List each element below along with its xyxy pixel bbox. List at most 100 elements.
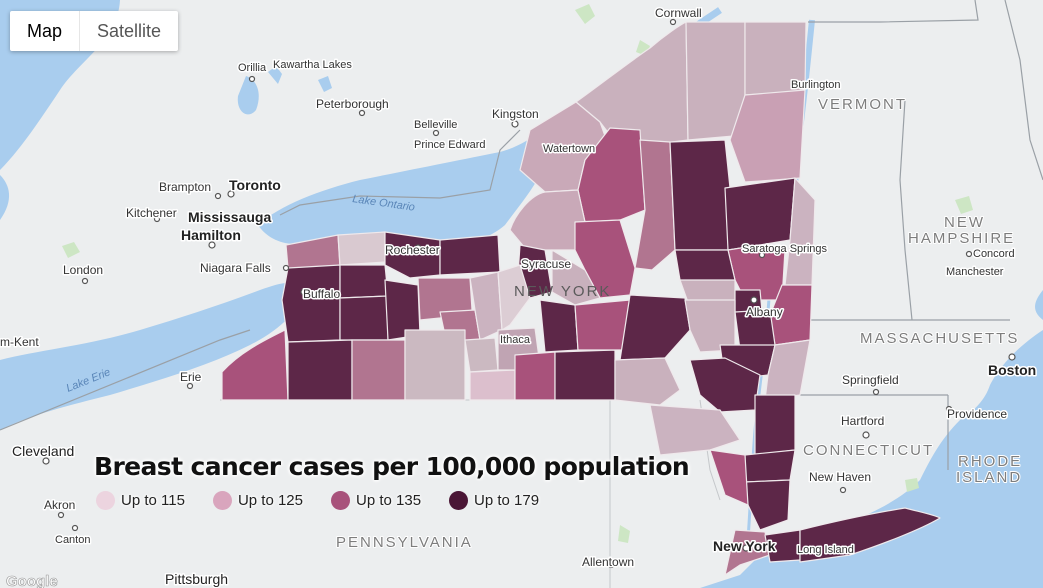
county-genesee[interactable] — [339, 264, 389, 299]
city-rochester: Rochester — [385, 243, 440, 257]
county-oswego[interactable] — [509, 189, 586, 251]
county-steuben[interactable] — [404, 329, 466, 401]
county-wyoming[interactable] — [339, 295, 389, 341]
city-manchester: Manchester — [946, 266, 1004, 278]
county-chemung[interactable] — [469, 369, 516, 401]
city-concord: Concord — [973, 248, 1015, 260]
county-schuyler[interactable] — [464, 337, 499, 373]
county-hamilton[interactable] — [669, 139, 731, 251]
legend-swatch-2 — [212, 491, 232, 510]
county-chautauqua[interactable] — [221, 329, 289, 401]
legend-swatch-4 — [449, 491, 469, 510]
city-london: London — [63, 263, 103, 277]
city-ithaca: Ithaca — [500, 334, 531, 346]
city-springfield: Springfield — [842, 373, 899, 387]
county-delaware[interactable] — [619, 294, 691, 361]
county-orange[interactable] — [649, 404, 741, 456]
county-nyc[interactable] — [724, 529, 771, 576]
ny-counties[interactable] — [221, 21, 941, 576]
city-hartford: Hartford — [841, 414, 884, 428]
legend-items: Up to 115 Up to 125 Up to 135 Up to 179 — [96, 491, 689, 510]
city-long-island: Long Island — [797, 544, 854, 556]
county-monroe[interactable] — [384, 231, 441, 279]
lake-simcoe — [237, 76, 259, 115]
legend-item-1: Up to 115 — [96, 491, 185, 510]
county-cortland[interactable] — [497, 264, 531, 331]
atlantic-ocean — [700, 330, 1043, 588]
city-mississauga: Mississauga — [188, 209, 271, 225]
city-erie: Erie — [180, 370, 202, 384]
county-putnam[interactable] — [744, 449, 796, 483]
borders — [0, 0, 1043, 470]
county-madison[interactable] — [551, 249, 601, 306]
state-label-hampshire: HAMPSHIRE — [908, 230, 1015, 247]
lake-ontario — [258, 128, 552, 246]
legend-swatch-3 — [330, 491, 350, 510]
city-prince-edward: Prince Edward — [414, 139, 486, 151]
small-lake-1 — [268, 66, 282, 84]
city-boston: Boston — [988, 362, 1036, 378]
county-orleans[interactable] — [337, 231, 386, 266]
city-providence: Providence — [947, 407, 1007, 421]
county-chenango[interactable] — [539, 299, 579, 353]
county-sullivan[interactable] — [614, 357, 681, 406]
county-broome[interactable] — [554, 349, 616, 401]
city-chatham-kent: m-Kent — [0, 335, 39, 349]
city-burlington: Burlington — [791, 79, 841, 91]
city-brampton: Brampton — [159, 180, 211, 194]
legend-title: Breast cancer cases per 100,000 populati… — [94, 452, 690, 481]
city-niagara-falls: Niagara Falls — [200, 261, 271, 275]
state-label-new: NEW — [944, 214, 985, 231]
small-lake-2 — [318, 76, 332, 92]
cape-cod-bay — [1035, 290, 1043, 320]
county-essex[interactable] — [729, 89, 806, 183]
county-schoharie[interactable] — [684, 299, 736, 353]
legend: Breast cancer cases per 100,000 populati… — [90, 452, 690, 510]
county-cayuga[interactable] — [469, 271, 503, 341]
county-dutchess[interactable] — [754, 394, 796, 456]
county-otsego[interactable] — [574, 299, 631, 351]
city-labels: Toronto Mississauga Hamilton Brampton Ki… — [0, 5, 1038, 588]
legend-swatch-1 — [96, 491, 115, 510]
county-tioga[interactable] — [514, 351, 556, 401]
city-kingston: Kingston — [492, 107, 539, 121]
legend-label-1: Up to 115 — [121, 492, 185, 509]
state-label-pennsylvania: PENNSYLVANIA — [336, 534, 473, 551]
map-type-satellite-button[interactable]: Satellite — [79, 11, 178, 51]
city-saratoga-springs: Saratoga Springs — [742, 243, 827, 255]
state-label-island: ISLAND — [956, 469, 1022, 486]
city-buffalo: Buffalo — [303, 287, 340, 301]
state-label-vermont: VERMONT — [818, 96, 907, 113]
google-logo: Google — [6, 573, 58, 588]
city-pittsburgh: Pittsburgh — [165, 571, 228, 587]
city-new-york: New York — [713, 538, 776, 554]
state-label-rhode: RHODE — [958, 453, 1022, 470]
city-cleveland: Cleveland — [12, 443, 74, 459]
county-cattaraugus[interactable] — [287, 339, 353, 401]
city-belleville: Belleville — [414, 119, 457, 131]
county-erie[interactable] — [281, 264, 341, 343]
county-wayne[interactable] — [439, 234, 501, 276]
city-albany: Albany — [746, 305, 783, 319]
city-toronto: Toronto — [229, 177, 281, 193]
legend-item-2: Up to 125 — [212, 491, 303, 510]
city-cornwall: Cornwall — [655, 6, 702, 20]
county-warren[interactable] — [724, 177, 796, 251]
lake-huron — [0, 175, 10, 220]
map-type-map-button[interactable]: Map — [27, 21, 63, 41]
city-orillia: Orillia — [238, 62, 267, 74]
city-dots — [42, 18, 1016, 569]
county-allegany[interactable] — [351, 339, 406, 401]
legend-label-3: Up to 135 — [355, 492, 422, 509]
city-hamilton: Hamilton — [181, 227, 241, 243]
state-label-new-york: NEW YORK — [514, 283, 611, 300]
county-suffolk[interactable] — [799, 507, 941, 563]
city-kitchener: Kitchener — [126, 206, 177, 220]
state-label-connecticut: CONNECTICUT — [803, 442, 934, 459]
city-allentown: Allentown — [582, 555, 634, 569]
legend-label-4: Up to 179 — [474, 492, 540, 509]
city-peterborough: Peterborough — [316, 97, 389, 111]
map-type-control: Map Satellite — [10, 11, 179, 51]
county-rockland[interactable] — [709, 449, 749, 506]
